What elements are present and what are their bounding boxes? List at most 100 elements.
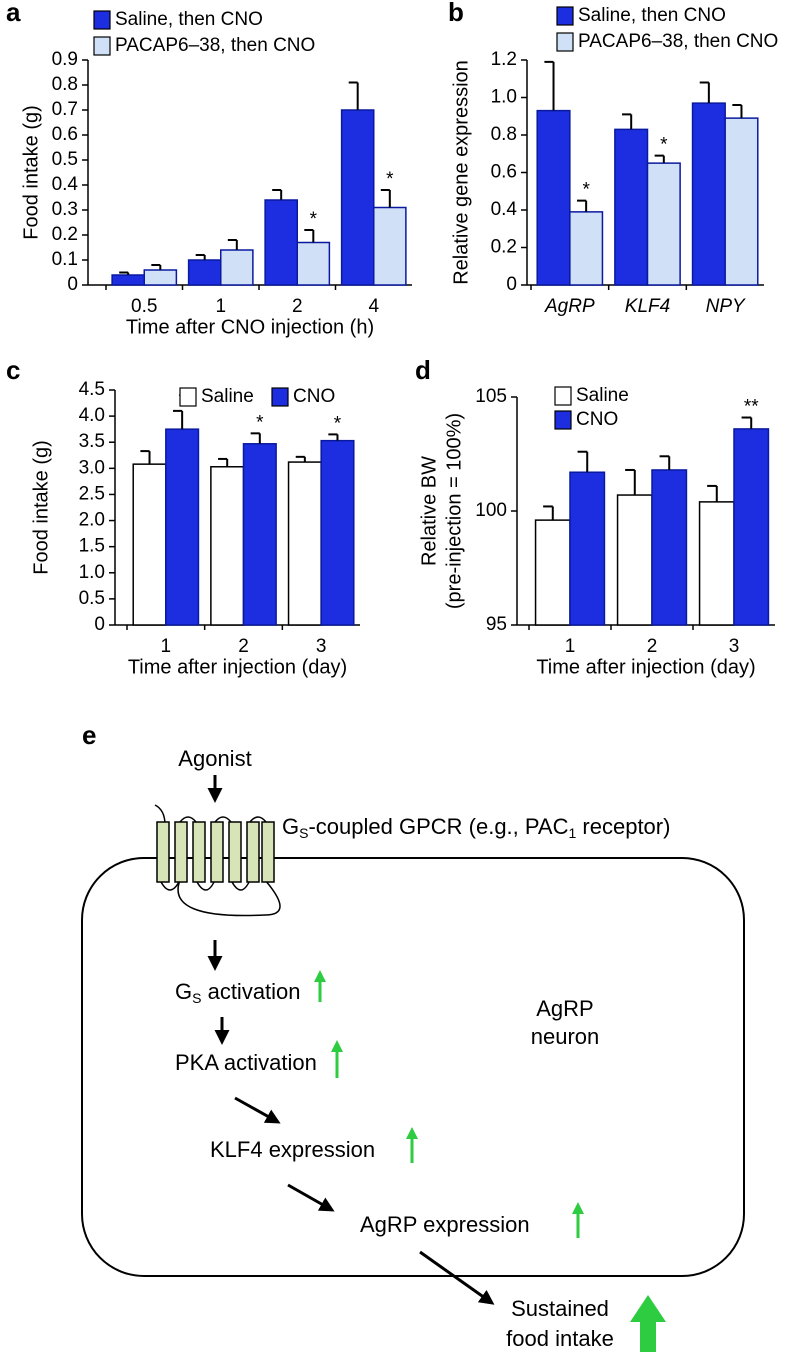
- y-tick-label: 1.0: [491, 87, 517, 108]
- y-tick-label: 105: [475, 386, 507, 407]
- legend-label: CNO: [576, 409, 618, 430]
- x-tick-label: AgRP: [544, 296, 595, 317]
- y-tick-label: 1.2: [491, 49, 517, 70]
- bar: [320, 439, 355, 626]
- legend-swatch: [93, 10, 111, 30]
- legend-swatch: [179, 387, 197, 407]
- x-axis-label: Time after CNO injection (h): [126, 316, 374, 338]
- legend-label: PACAP6–38, then CNO: [578, 31, 778, 52]
- bar: [340, 109, 375, 286]
- bar: [569, 211, 604, 286]
- y-tick-label: 2.5: [79, 483, 105, 504]
- y-tick-label: 0.1: [52, 249, 78, 270]
- bar: [536, 109, 571, 286]
- outcome-label: Sustained: [511, 1296, 609, 1321]
- y-tick-label: 0.2: [491, 237, 517, 258]
- receptor-label: GS-coupled GPCR (e.g., PAC1 receptor): [282, 814, 670, 841]
- outcome-label: food intake: [506, 1326, 614, 1351]
- agrp-expression: AgRP expression: [360, 1212, 530, 1237]
- x-tick-label: 4: [368, 296, 379, 317]
- bar: [616, 494, 653, 626]
- y-tick-label: 1.0: [79, 562, 105, 583]
- y-tick-label: 0.2: [52, 224, 78, 245]
- arrow: [287, 1183, 335, 1212]
- legend-swatch: [556, 6, 574, 26]
- bar: [210, 466, 245, 626]
- x-tick-label: KLF4: [625, 296, 670, 317]
- x-tick-label: 3: [729, 636, 740, 657]
- significance-label: *: [660, 135, 668, 156]
- significance-label: *: [310, 209, 318, 230]
- legend-swatch: [554, 386, 572, 406]
- legend-swatch: [271, 387, 289, 407]
- legend-swatch: [554, 410, 572, 430]
- bar: [534, 519, 571, 626]
- y-tick-label: 2.0: [79, 510, 105, 531]
- y-axis-label: Food intake (g): [20, 105, 42, 240]
- bar: [287, 461, 322, 626]
- y-axis-label: Food intake (g): [30, 440, 52, 575]
- y-tick-label: 0: [506, 274, 517, 295]
- legend-label: Saline: [576, 385, 629, 406]
- y-tick-label: 95: [486, 614, 507, 635]
- x-axis-label: Time after injection (day): [536, 656, 755, 678]
- bar: [296, 241, 331, 286]
- x-axis-label: Time after injection (day): [128, 656, 347, 678]
- bar: [724, 117, 759, 286]
- cell-label: AgRP: [536, 996, 593, 1021]
- y-tick-label: 0.7: [52, 99, 78, 120]
- x-tick-label: 3: [316, 636, 327, 657]
- x-tick-label: 1: [161, 636, 172, 657]
- gs-activation: GS activation: [175, 979, 301, 1006]
- x-tick-label: 0.5: [131, 296, 157, 317]
- panel-label: a: [6, 0, 21, 27]
- pka-activation: PKA activation: [175, 1050, 317, 1075]
- up-arrow-large: [630, 1295, 666, 1352]
- y-tick-label: 1.5: [79, 536, 105, 557]
- klf4-expression: KLF4 expression: [210, 1137, 375, 1162]
- bar: [569, 471, 606, 626]
- y-tick-label: 0.3: [52, 199, 78, 220]
- bar: [264, 199, 298, 286]
- bar: [220, 249, 254, 286]
- panel-label: d: [415, 355, 431, 385]
- legend-label: PACAP6–38, then CNO: [115, 35, 315, 56]
- y-tick-label: 3.5: [79, 431, 105, 452]
- y-tick-label: 0.8: [491, 124, 517, 145]
- cell-label: neuron: [531, 1024, 600, 1049]
- bar: [651, 469, 688, 626]
- y-tick-label: 0.5: [79, 588, 105, 609]
- y-axis-label: Relative BW: [418, 456, 440, 566]
- y-tick-label: 0: [94, 614, 105, 635]
- x-tick-label: 1: [215, 296, 226, 317]
- significance-label: *: [386, 169, 394, 190]
- panel-label: e: [82, 720, 96, 750]
- bar: [242, 443, 277, 626]
- y-tick-label: 0.4: [491, 199, 518, 220]
- significance-label: *: [256, 412, 264, 433]
- y-tick-label: 0: [67, 274, 78, 295]
- y-axis-label: (pre-injection = 100%): [443, 413, 465, 609]
- panel-label: c: [6, 355, 20, 385]
- y-tick-label: 3.0: [79, 457, 105, 478]
- bar: [143, 269, 178, 286]
- bar: [111, 274, 146, 286]
- bar: [132, 463, 167, 626]
- bar: [614, 128, 649, 286]
- arrow: [234, 1096, 281, 1124]
- y-axis-label: Relative gene expression: [450, 60, 472, 285]
- bar: [187, 259, 222, 286]
- y-tick-label: 4.5: [79, 379, 105, 400]
- bar: [698, 501, 735, 626]
- bar: [165, 428, 200, 626]
- bar: [691, 102, 726, 286]
- y-tick-label: 0.8: [52, 74, 78, 95]
- panel-label: b: [448, 0, 464, 27]
- bar: [733, 428, 770, 626]
- receptor: [154, 804, 281, 917]
- y-tick-label: 0.5: [52, 149, 78, 170]
- legend-label: CNO: [293, 386, 335, 407]
- x-tick-label: 2: [238, 636, 249, 657]
